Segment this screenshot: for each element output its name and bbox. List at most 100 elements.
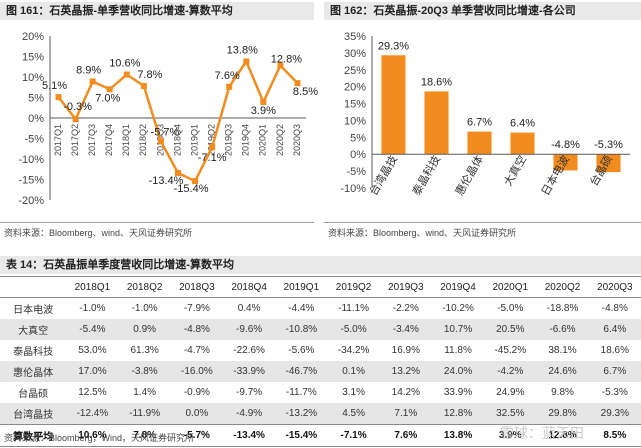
table-cell: 0.4% [237, 303, 261, 314]
y-tick-label: 15% [344, 99, 366, 111]
table-cell: 16.9% [391, 345, 420, 356]
data-label: -5.7% [151, 126, 180, 138]
x-tick-label: 2020Q3 [292, 124, 302, 156]
table-cell: -13.2% [275, 403, 328, 425]
table-cell: -11.7% [285, 387, 317, 398]
data-point [123, 71, 130, 78]
table-cell: -4.8% [170, 319, 223, 340]
table-cell: 0.9% [118, 319, 171, 340]
data-label: 12.8% [271, 54, 302, 66]
row-label: 算数平均 [0, 424, 67, 447]
table-cell: -5.0% [327, 319, 380, 340]
table-cell: 7.6% [379, 424, 432, 447]
table-cell: -10.8% [275, 319, 328, 340]
data-point [243, 58, 250, 65]
x-tick-label: 大真空 [500, 153, 529, 189]
column-header: 2019Q1 [275, 276, 328, 298]
fig161-source: 资料来源：Bloomberg、wind、天风证券研究所 [4, 228, 193, 238]
data-label: 10.6% [109, 58, 140, 70]
table-cell: 53.0% [78, 345, 107, 356]
row-label: 惠伦晶体 [0, 361, 67, 382]
y-tick-label: 5% [28, 93, 44, 105]
data-point [72, 116, 79, 123]
data-point [294, 80, 301, 87]
y-tick-label: -20% [18, 195, 44, 207]
x-tick-label: 2017Q2 [70, 124, 80, 156]
data-label: 29.3% [378, 40, 409, 52]
y-tick-label: -15% [18, 175, 44, 187]
x-tick-label: 2020Q1 [258, 124, 268, 156]
row-label: 大真空 [0, 319, 67, 340]
table-cell: -15.4% [275, 424, 328, 447]
table-cell: 7.8% [118, 424, 171, 447]
table-cell: 33.9% [443, 387, 473, 398]
data-point [55, 94, 62, 101]
table-cell: 38.1% [548, 345, 577, 356]
table-cell: -4.7% [183, 345, 210, 356]
column-header: 2020Q1 [484, 276, 537, 298]
bar [553, 154, 578, 171]
row-label: 日本电波 [13, 305, 54, 316]
y-tick-label: 0% [350, 149, 366, 161]
y-tick-label: 5% [350, 132, 366, 144]
table-cell: -4.8% [601, 303, 628, 314]
table-cell: 10.7% [431, 319, 485, 340]
x-tick-label: 2017Q4 [104, 124, 114, 156]
y-tick-label: 10% [344, 115, 366, 127]
data-label: 8.5% [293, 86, 318, 98]
data-point [89, 78, 96, 85]
y-tick-label: 25% [344, 65, 366, 77]
watermark: 雪球：蓝天田 [500, 425, 584, 441]
table-cell: 13.2% [379, 361, 432, 382]
table-cell: -3.8% [118, 361, 171, 382]
table-cell: -7.1% [327, 424, 380, 447]
y-tick-label: 20% [22, 31, 44, 43]
x-tick-label: 2018Q1 [121, 124, 131, 156]
table-cell: -1.0% [79, 303, 106, 314]
column-header: 2019Q3 [379, 276, 432, 298]
x-tick-label: 2017Q3 [87, 124, 97, 156]
data-label: 6.4% [510, 118, 535, 130]
table-cell: 24.9% [496, 387, 525, 398]
x-tick-label: 2019Q1 [189, 124, 199, 156]
fig161-divider [0, 222, 314, 223]
fig162-title: 图 162：石英晶振-20Q3 单季营收同比增速-各公司 [324, 2, 641, 20]
data-label: 7.8% [137, 69, 162, 81]
bar [424, 91, 449, 155]
table-cell: -13.4% [223, 424, 276, 447]
fig162-divider [324, 222, 641, 223]
column-header: 2019Q4 [431, 276, 485, 298]
table-cell: -5.3% [601, 387, 628, 398]
table-cell: -3.4% [379, 319, 432, 340]
data-label: 18.6% [421, 76, 452, 88]
data-table: 2018Q1 2018Q2 2018Q3 2018Q4 2019Q1 2019Q2 2019… [0, 276, 641, 447]
table-cell: -0.9% [183, 387, 210, 398]
data-label: -0.3% [63, 101, 92, 113]
y-tick-label: -10% [340, 183, 366, 195]
y-tick-label: -10% [18, 154, 44, 166]
data-label: 7.6% [215, 70, 240, 82]
table-row: 惠伦晶体 17.0% -3.8% -16.0% -33.9% -46.7% 0.1% 13.2… [0, 361, 641, 382]
y-tick-label: -5% [24, 134, 44, 146]
table-cell: -5.4% [66, 319, 119, 340]
table-cell: -9.7% [236, 387, 263, 398]
table-cell: 3.9% [484, 424, 537, 447]
data-label: -7.1% [198, 152, 227, 164]
table-cell: 11.8% [444, 345, 472, 356]
data-point [209, 144, 216, 151]
table-cell: -2.2% [392, 303, 419, 314]
y-tick-label: -5% [346, 166, 366, 178]
table-cell: 10.6% [66, 424, 119, 447]
table-cell: 17.0% [66, 361, 119, 382]
table-cell: 7.1% [379, 403, 432, 425]
column-header: 2019Q2 [327, 276, 380, 298]
fig161-title: 图 161：石英晶振-单季营收同比增速-算数平均 [0, 2, 314, 20]
table-row: 泰晶科技 53.0% 61.3% -4.7% -22.6% -5.6% -34.2% 16.9… [0, 340, 641, 361]
table-cell: -9.6% [223, 319, 276, 340]
table-row: 台晶硕 12.5% 1.4% -0.9% -9.7% -11.7% 3.1% 14.2% 33.… [0, 382, 641, 403]
fig162-source: 资料来源：Bloomberg、wind、天风证券研究所 [328, 228, 517, 238]
data-point [277, 62, 284, 69]
data-point [260, 99, 267, 106]
table-cell: 32.5% [484, 403, 537, 425]
bar-chart: 35% 30% 25% 20% 15% 10% 5% 0% -5% -10% 29.3% 18.6% 6… [340, 31, 630, 198]
